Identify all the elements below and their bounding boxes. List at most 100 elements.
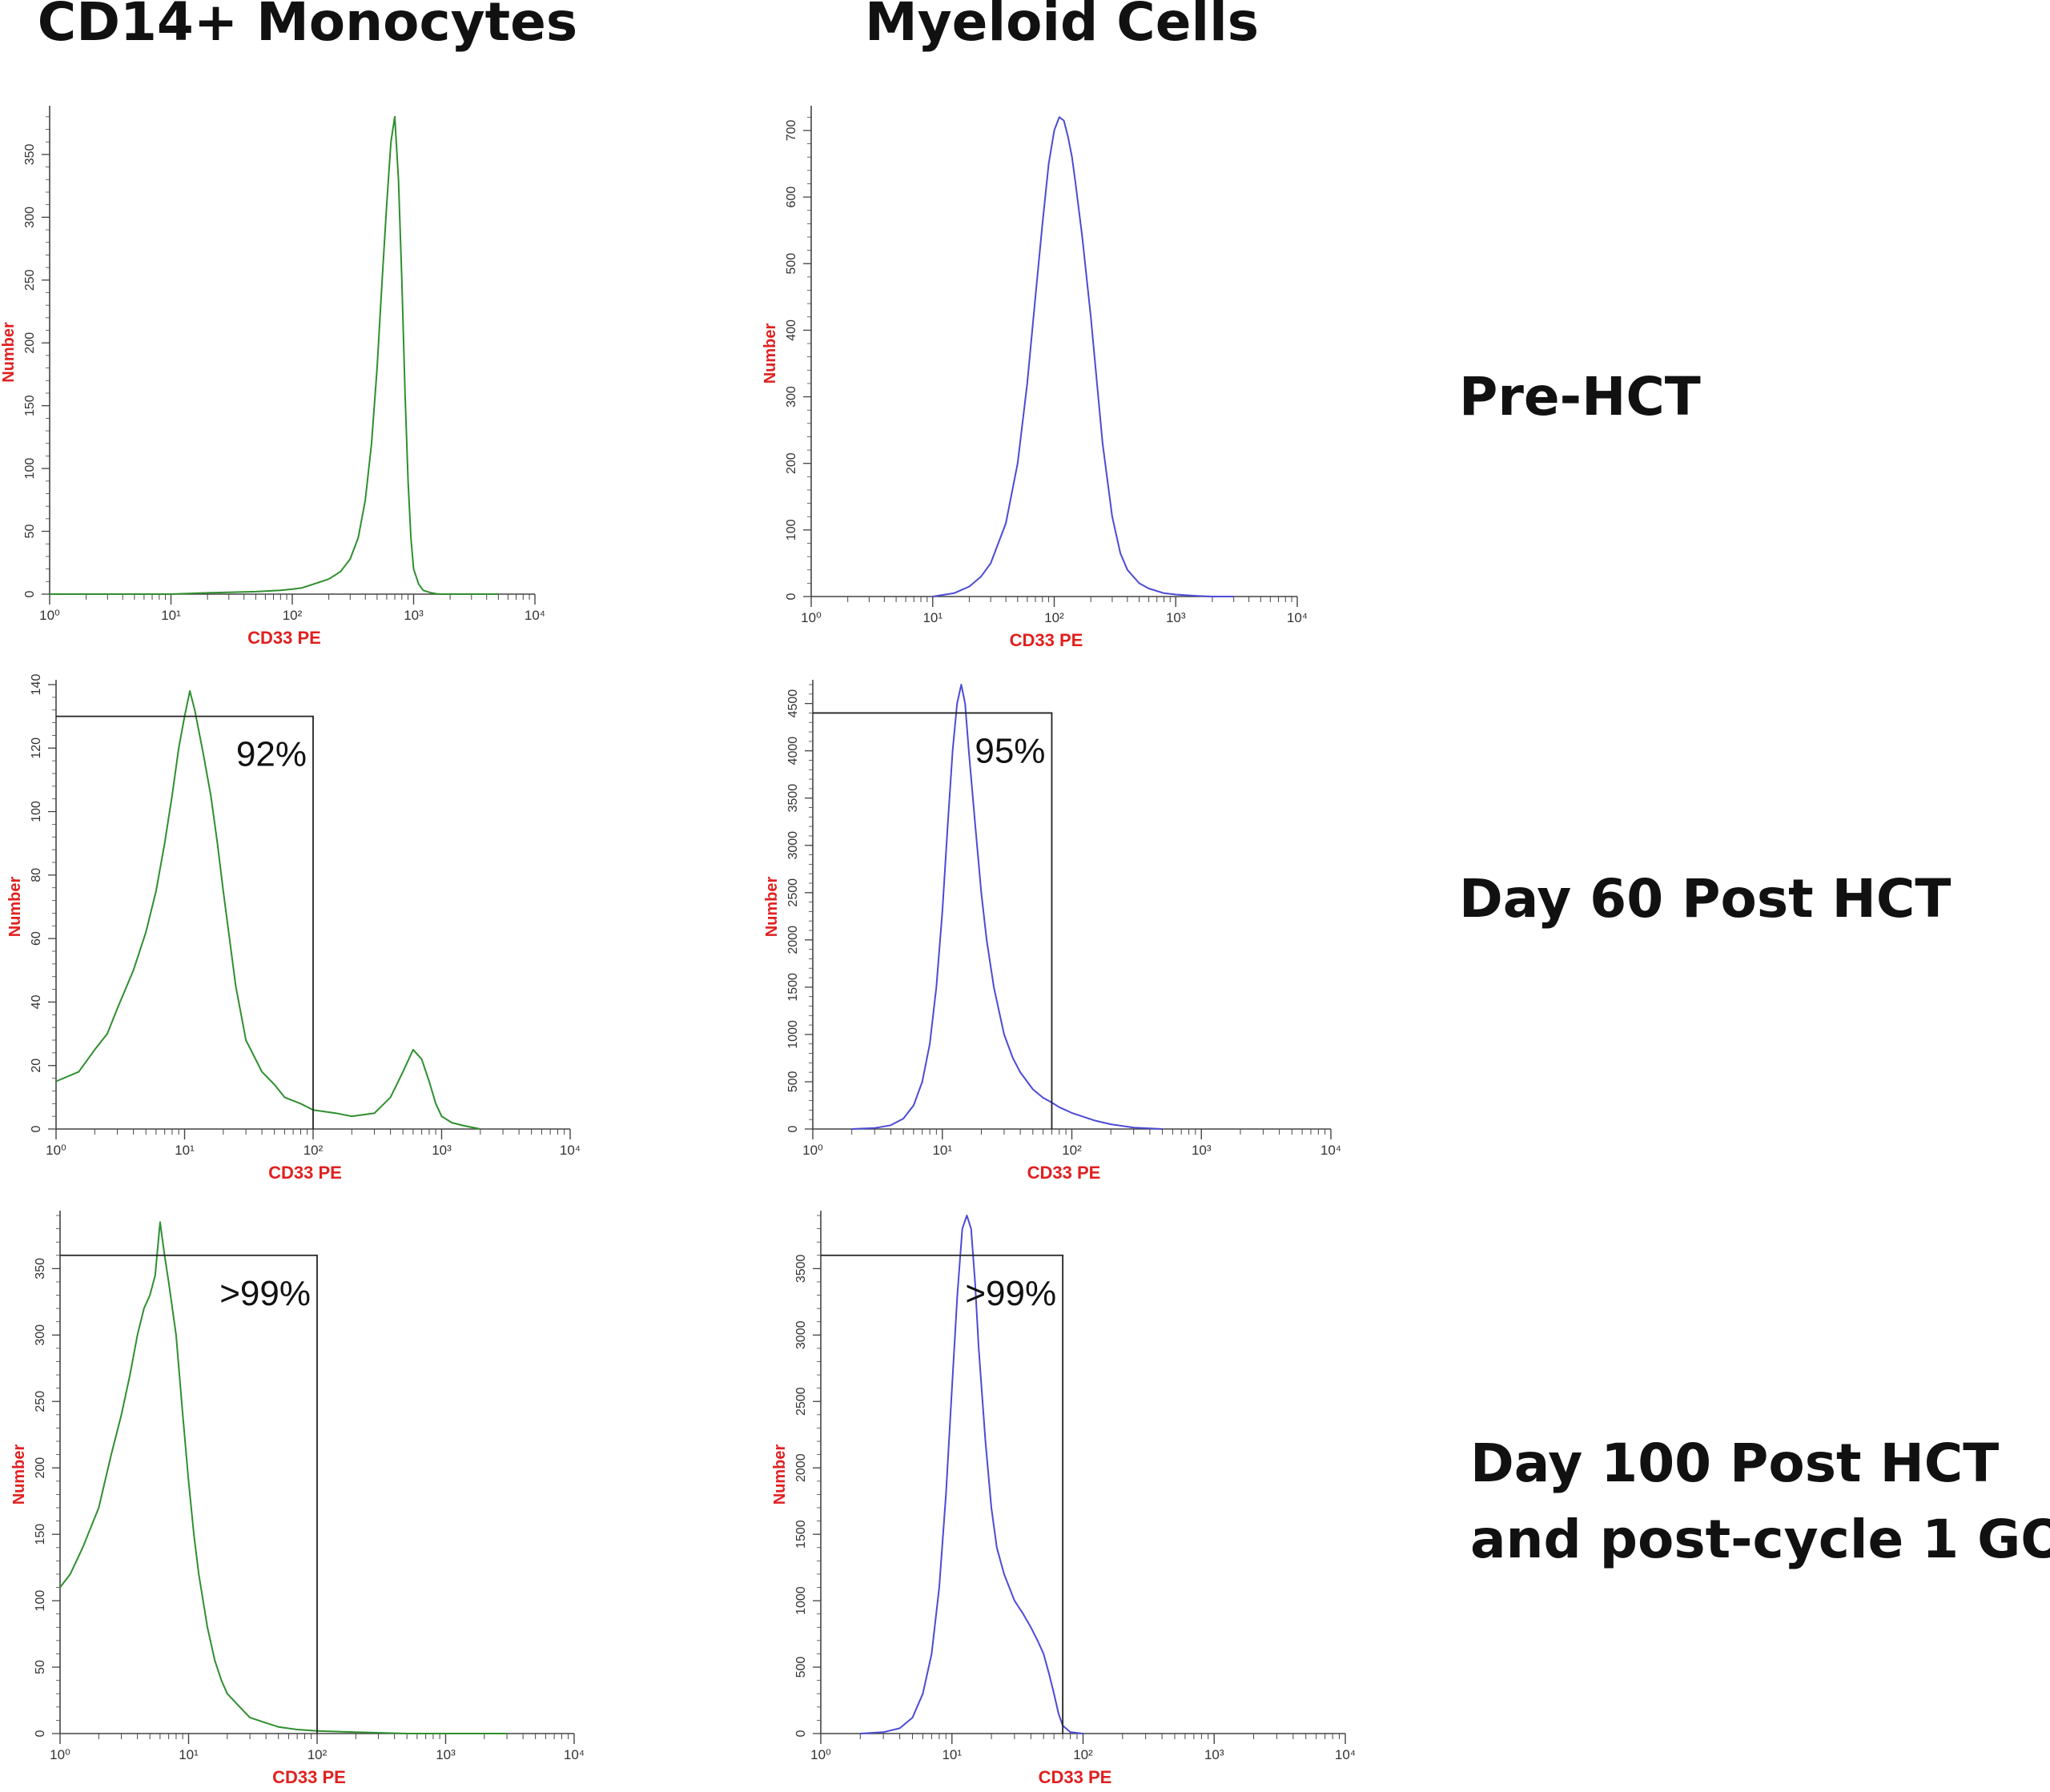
x-tick-label: 10⁰ [810, 1747, 831, 1762]
y-tick-label: 200 [23, 332, 37, 354]
y-tick-label: 50 [23, 524, 37, 539]
y-tick-label: 20 [30, 1059, 43, 1073]
x-tick-label: 10² [1044, 610, 1064, 625]
histogram-panel: 10⁰ 10¹ 10² 10³ 10⁴ 0 500 1000 1500 2000 2500 3000 3… [763, 680, 1341, 1183]
histogram-series-line [932, 116, 1234, 597]
y-tick-label: 500 [785, 253, 798, 275]
x-tick-label: 10⁴ [1287, 610, 1308, 625]
x-tick-label: 10¹ [161, 608, 181, 623]
y-tick-label: 2000 [786, 926, 800, 954]
x-tick-label: 10⁴ [1320, 1143, 1341, 1158]
x-tick-label: 10³ [1192, 1143, 1212, 1158]
x-tick-label: 10⁴ [560, 1143, 581, 1158]
y-tick-label: 1500 [786, 973, 800, 1002]
histogram-series-line [50, 115, 499, 595]
x-tick-label: 10² [283, 608, 303, 623]
y-axis-label: Number [6, 877, 24, 938]
gate-region [813, 712, 1053, 1129]
y-tick-label: 300 [785, 386, 798, 408]
y-tick-label: 400 [785, 319, 798, 341]
y-tick-label: 300 [34, 1324, 47, 1346]
y-tick-label: 500 [786, 1071, 800, 1093]
y-tick-label: 500 [794, 1657, 808, 1678]
x-tick-label: 10⁴ [564, 1747, 585, 1762]
y-tick-label: 350 [34, 1258, 47, 1280]
x-tick-label: 10¹ [179, 1747, 199, 1762]
x-tick-label: 10¹ [942, 1747, 962, 1762]
y-tick-label: 1000 [786, 1020, 800, 1049]
gate-percentage-label: >99% [219, 1274, 311, 1313]
histogram-panel: 10⁰ 10¹ 10² 10³ 10⁴ 0 20 40 60 80 100 120 140 CD33 PE… [6, 674, 581, 1183]
y-tick-label: 3000 [786, 831, 800, 860]
y-tick-label: 0 [23, 590, 37, 597]
x-axis-label: CD33 PE [247, 628, 321, 648]
y-tick-label: 0 [785, 593, 798, 600]
y-tick-label: 2500 [786, 878, 800, 907]
y-axis-label: Number [763, 877, 781, 938]
x-axis-label: CD33 PE [1039, 1767, 1112, 1787]
y-tick-label: 1500 [794, 1520, 808, 1549]
y-axis-label: Number [762, 323, 779, 384]
histogram-series-line [851, 684, 1163, 1130]
y-tick-label: 150 [23, 395, 37, 416]
y-tick-label: 1000 [794, 1586, 808, 1615]
y-tick-label: 3500 [794, 1254, 808, 1283]
x-tick-label: 10⁰ [39, 608, 60, 623]
y-tick-label: 2000 [794, 1453, 808, 1482]
gate-percentage-label: 92% [236, 735, 307, 774]
column-title-myeloid-cells: Myeloid Cells [865, 0, 1259, 53]
y-tick-label: 120 [30, 737, 43, 759]
x-tick-label: 10⁰ [46, 1143, 66, 1158]
x-tick-label: 10³ [1166, 610, 1186, 625]
y-tick-label: 150 [34, 1524, 47, 1545]
y-tick-label: 200 [34, 1457, 47, 1479]
y-tick-label: 4000 [786, 737, 800, 765]
x-tick-label: 10² [303, 1143, 324, 1158]
x-axis-label: CD33 PE [268, 1163, 342, 1183]
row-label-day-100-line1: Day 100 Post HCT [1470, 1432, 1999, 1494]
x-tick-label: 10⁰ [801, 610, 822, 625]
y-tick-label: 40 [30, 994, 43, 1009]
x-axis-label: CD33 PE [272, 1767, 346, 1787]
x-axis-label: CD33 PE [1010, 630, 1083, 650]
x-axis-label: CD33 PE [1027, 1163, 1101, 1183]
y-tick-label: 0 [786, 1125, 800, 1132]
y-tick-label: 100 [30, 801, 43, 822]
x-tick-label: 10⁰ [802, 1143, 823, 1158]
gate-region [56, 715, 314, 1129]
x-tick-label: 10³ [436, 1747, 456, 1762]
y-tick-label: 80 [30, 868, 43, 882]
y-tick-label: 700 [785, 119, 798, 141]
gate-region [821, 1254, 1064, 1734]
histogram-panels: 10⁰ 10¹ 10² 10³ 10⁴050100150200250300350CD33… [0, 106, 1356, 1787]
x-tick-label: 10³ [1204, 1747, 1224, 1762]
histogram-series-line [55, 689, 480, 1130]
row-label-day-60: Day 60 Post HCT [1459, 868, 1951, 930]
y-tick-label: 50 [34, 1660, 47, 1674]
x-tick-label: 10¹ [932, 1143, 952, 1158]
histogram-series-line [860, 1215, 1083, 1734]
y-tick-label: 250 [34, 1391, 47, 1412]
column-title-cd14-monocytes: CD14+ Monocytes [38, 0, 577, 53]
y-axis-label: Number [0, 322, 18, 383]
x-tick-label: 10⁰ [50, 1747, 70, 1762]
x-tick-label: 10² [1073, 1747, 1093, 1762]
row-label-pre-hct: Pre-HCT [1459, 366, 1701, 428]
y-tick-label: 3000 [794, 1320, 808, 1349]
histogram-panel: 10⁰ 10¹ 10² 10³ 10⁴ 0 50 100 150 200 250 300 350 CD33… [0, 106, 545, 648]
y-tick-label: 600 [785, 187, 798, 208]
y-tick-label: 2500 [794, 1387, 808, 1416]
histogram-panel: 10⁰ 10¹ 10² 10³ 10⁴ 0 100 200 300 400 500 600 700 CD3… [762, 106, 1308, 650]
x-tick-label: 10³ [404, 608, 424, 623]
y-tick-label: 0 [30, 1125, 43, 1132]
y-tick-label: 250 [23, 269, 37, 291]
histogram-panel: 10⁰ 10¹ 10² 10³ 10⁴ 0 500 1000 1500 2000 2500 3000 3… [771, 1211, 1356, 1787]
gate-percentage-label: >99% [965, 1274, 1056, 1313]
y-tick-label: 300 [23, 207, 37, 228]
y-axis-label: Number [771, 1444, 789, 1505]
x-tick-label: 10¹ [922, 610, 943, 625]
y-tick-label: 60 [30, 931, 43, 946]
row-label-day-100-line2: and post-cycle 1 GO [1470, 1509, 2050, 1570]
x-tick-label: 10³ [432, 1143, 452, 1158]
